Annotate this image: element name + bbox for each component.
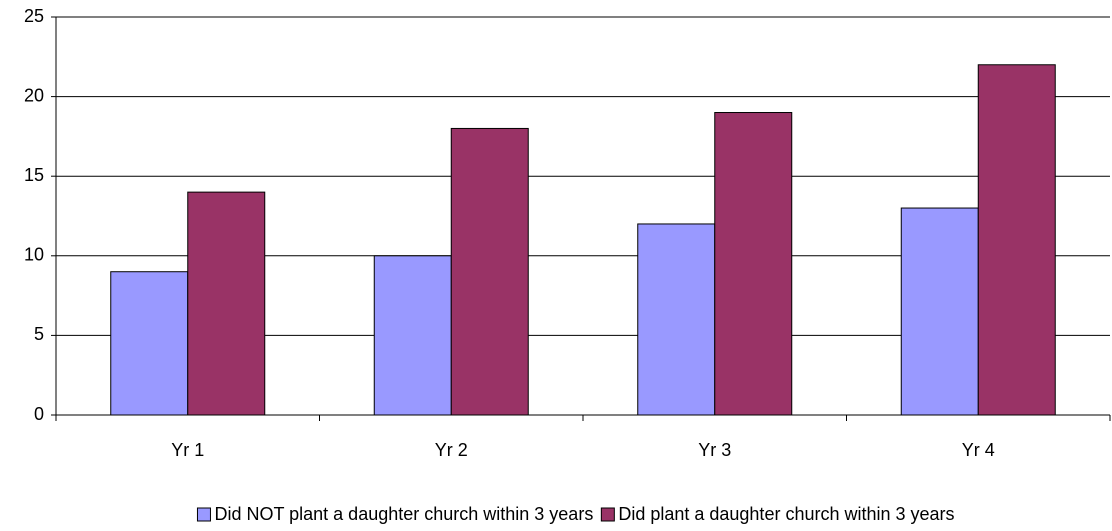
x-tick-label: Yr 3 — [698, 440, 731, 460]
y-tick-label: 5 — [34, 324, 44, 344]
legend-marker — [600, 507, 615, 522]
y-tick-label: 15 — [24, 165, 44, 185]
y-tick-label: 20 — [24, 85, 44, 105]
legend-label: Did NOT plant a daughter church within 3… — [214, 504, 593, 524]
y-tick-label: 25 — [24, 6, 44, 26]
x-tick-label: Yr 4 — [962, 440, 995, 460]
legend-marker — [196, 507, 211, 522]
x-tick-label: Yr 2 — [435, 440, 468, 460]
bar — [450, 127, 529, 416]
bar — [977, 64, 1056, 416]
bar — [187, 191, 266, 416]
bar — [373, 255, 452, 416]
bar — [714, 112, 793, 416]
bar — [900, 207, 979, 416]
y-tick-label: 10 — [24, 245, 44, 265]
bar — [110, 271, 189, 416]
bar — [637, 223, 716, 416]
legend-label: Did plant a daughter church within 3 yea… — [618, 504, 954, 524]
y-tick-label: 0 — [34, 404, 44, 424]
x-tick-label: Yr 1 — [171, 440, 204, 460]
